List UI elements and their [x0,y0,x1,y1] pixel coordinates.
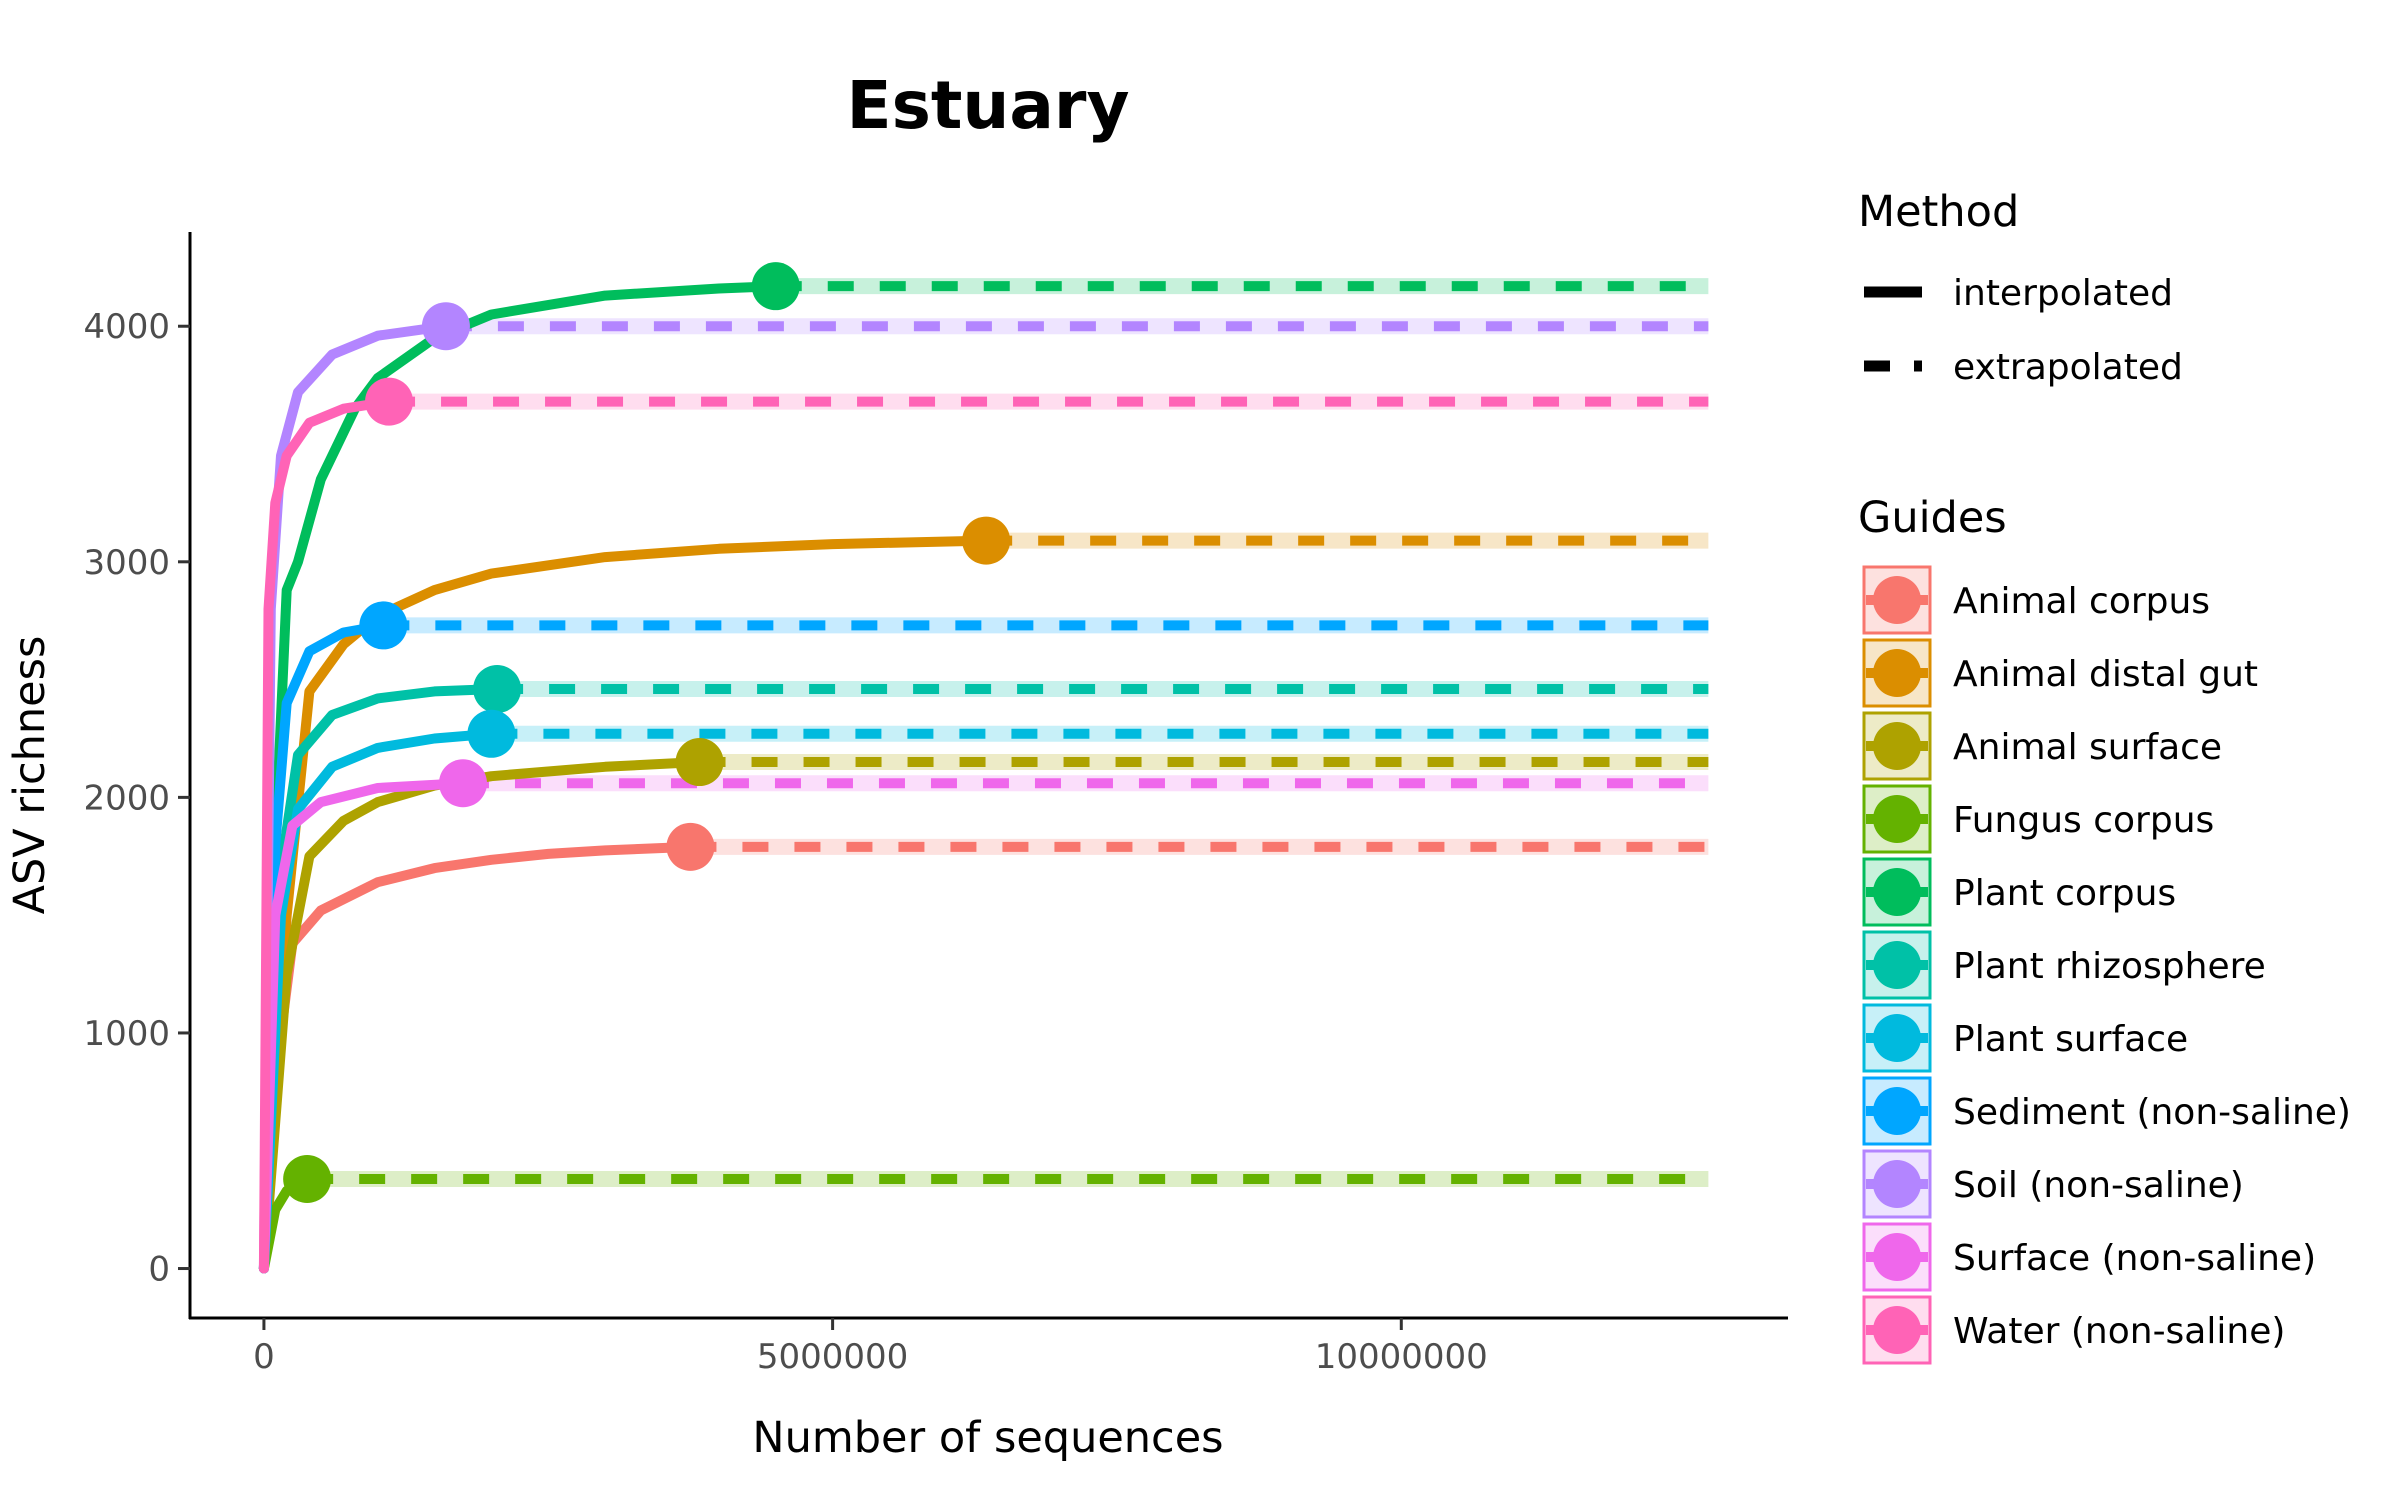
legend-label: Plant rhizosphere [1953,946,2266,987]
guides-legend-title: Guides [1858,493,2007,543]
legend-key-point [1873,1160,1921,1208]
interpolated-line-plant-surface [258,728,497,1274]
legend-key-point [1873,1306,1921,1354]
y-tick-label: 3000 [83,543,170,583]
legend-item-plant-rhizosphere: Plant rhizosphere [1862,930,2266,1000]
y-tick-label: 2000 [83,778,170,818]
observed-point-sediment-non-saline [359,601,408,650]
x-axis-ticks: 0 5000000 10000000 [253,1318,1488,1377]
method-legend: Method interpolated extrapolated [1858,187,2183,388]
x-tick-label: 5000000 [757,1337,908,1377]
observed-point-animal-corpus [666,822,715,871]
legend-label: Surface (non-saline) [1953,1238,2316,1279]
interpolated-line-plant-corpus [258,281,781,1274]
legend-key-point [1873,1233,1921,1281]
x-axis-title: Number of sequences [752,1413,1223,1463]
legend-label: Water (non-saline) [1953,1311,2285,1352]
plot-area [258,262,1709,1274]
legend-key-point [1873,722,1921,770]
extrapolated-lines [307,281,1709,1185]
legend-item-soil-non-saline: Soil (non-saline) [1862,1149,2244,1219]
guides-legend-items: Animal corpus Animal distal gut Animal sur… [1862,565,2351,1365]
legend-item-water-non-saline: Water (non-saline) [1862,1295,2285,1365]
observed-point-surface-non-saline [438,759,487,808]
observed-point-fungus-corpus [283,1155,332,1204]
y-axis-title: ASV richness [5,636,55,915]
legend-key-point [1873,868,1921,916]
observed-point-animal-distal-gut [962,516,1011,565]
legend-label: Soil (non-saline) [1953,1165,2244,1206]
legend-label: Sediment (non-saline) [1953,1092,2351,1133]
legend-item-sediment-non-saline: Sediment (non-saline) [1862,1076,2351,1146]
observed-point-plant-rhizosphere [473,665,522,714]
y-axis-ticks: 0 1000 2000 3000 4000 [83,307,190,1290]
observed-points [283,262,1011,1204]
observed-point-animal-surface [675,738,724,787]
legend-label: Fungus corpus [1953,800,2214,841]
legend-key-point [1873,576,1921,624]
legend-key-point [1873,795,1921,843]
legend-label: Animal distal gut [1953,654,2258,695]
legend-label: Plant corpus [1953,873,2176,914]
interpolated-line-animal-surface [258,757,705,1274]
legend-label: Plant surface [1953,1019,2188,1060]
legend-label-extrapolated: extrapolated [1953,347,2183,388]
legend-key-point [1873,1087,1921,1135]
y-tick-label: 4000 [83,307,170,347]
legend-key-point [1873,941,1921,989]
interpolated-line-animal-corpus [258,841,696,1274]
interpolated-line-water-non-saline [258,396,394,1274]
method-legend-title: Method [1858,187,2019,237]
legend-item-animal-surface: Animal surface [1862,711,2222,781]
legend-item-fungus-corpus: Fungus corpus [1862,784,2214,854]
legend-item-plant-surface: Plant surface [1862,1003,2188,1073]
interpolated-line-animal-distal-gut [258,535,992,1274]
observed-point-plant-surface [467,709,516,758]
interpolated-lines [258,281,992,1274]
observed-point-plant-corpus [751,262,800,311]
y-tick-label: 0 [148,1250,170,1290]
observed-point-soil-non-saline [421,302,470,351]
legend-item-animal-distal-gut: Animal distal gut [1862,638,2258,708]
legend-item-surface-non-saline: Surface (non-saline) [1862,1222,2316,1292]
x-tick-label: 0 [253,1337,275,1377]
interpolated-line-surface-non-saline [258,778,468,1274]
y-tick-label: 1000 [83,1014,170,1054]
legend-label-interpolated: interpolated [1953,273,2173,314]
legend-item-plant-corpus: Plant corpus [1862,857,2176,927]
x-tick-label: 10000000 [1315,1337,1488,1377]
legend-key-point [1873,649,1921,697]
legend-label: Animal corpus [1953,581,2210,622]
legend-item-animal-corpus: Animal corpus [1862,565,2210,635]
observed-point-water-non-saline [365,377,414,426]
chart-title: Estuary [846,67,1129,144]
legend-key-point [1873,1014,1921,1062]
legend-label: Animal surface [1953,727,2222,768]
